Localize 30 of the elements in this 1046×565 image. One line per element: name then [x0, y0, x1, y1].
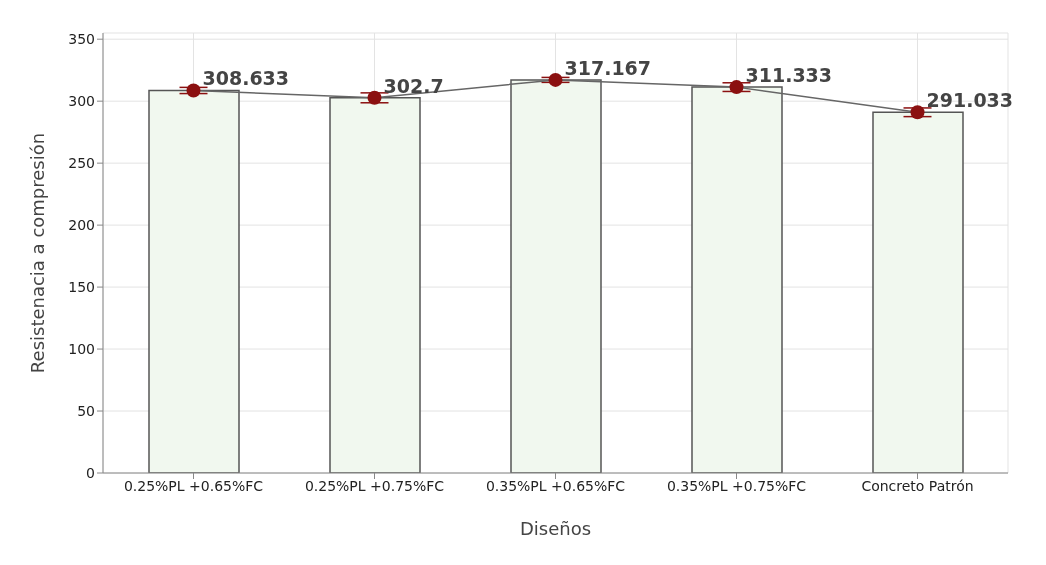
x-tick-label: 0.35%PL +0.75%FC: [666, 477, 807, 494]
y-tick-label: 250: [68, 155, 95, 172]
y-tick-label: 350: [68, 31, 95, 48]
x-tick-label: Concreto Patrón: [861, 477, 974, 494]
bar: [510, 79, 602, 473]
data-label: 308.633: [202, 67, 290, 90]
bar: [148, 89, 240, 473]
data-label: 311.333: [745, 64, 833, 87]
x-axis-title: Diseños: [519, 518, 592, 539]
point: [729, 80, 744, 95]
y-tick-label: 0: [86, 464, 95, 481]
point: [186, 83, 201, 98]
y-tick-label: 200: [68, 217, 95, 234]
y-tick-label: 50: [77, 403, 95, 419]
bar: [691, 86, 783, 473]
data-label: 291.033: [926, 89, 1014, 112]
bar: [329, 97, 421, 473]
x-tick-label: 0.35%PL +0.65%FC: [485, 477, 626, 494]
x-tick-label: 0.25%PL +0.65%FC: [123, 477, 264, 494]
y-tick-label: 150: [68, 279, 95, 296]
y-axis-title: Resistenacia a compresión: [27, 132, 49, 374]
data-label: 317.167: [564, 56, 652, 79]
data-label: 302.7: [383, 74, 444, 97]
point: [910, 105, 925, 120]
x-tick-label: 0.25%PL +0.75%FC: [304, 477, 445, 494]
y-tick-label: 300: [68, 93, 95, 110]
point: [548, 72, 563, 87]
y-tick-label: 100: [68, 341, 95, 358]
point: [367, 90, 382, 105]
bar: [872, 111, 964, 473]
